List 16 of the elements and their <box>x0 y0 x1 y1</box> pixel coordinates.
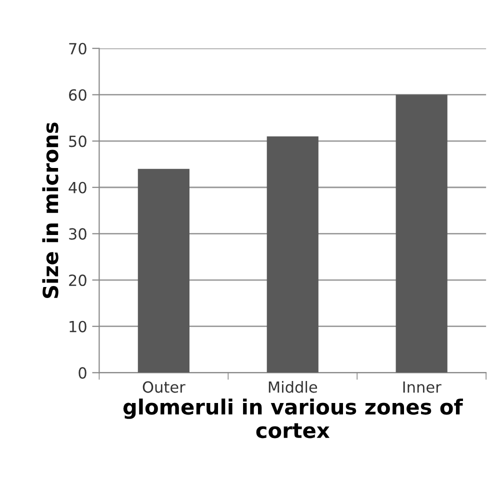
y-tick-label: 30 <box>69 228 86 240</box>
y-axis-title: Size in microns <box>42 122 58 298</box>
y-tick-label: 10 <box>70 320 86 332</box>
y-tick-label: 50 <box>69 136 86 148</box>
y-tick-label: 70 <box>69 42 86 54</box>
bar <box>396 94 448 373</box>
x-tick-label: Outer <box>142 381 186 393</box>
x-tick-label: Inner <box>403 381 442 393</box>
bar <box>138 168 190 373</box>
x-tick-label: Middle <box>268 381 318 393</box>
bar <box>266 136 318 373</box>
x-axis-title: glomeruli in various zones of cortex <box>123 398 463 438</box>
y-tick-label: 60 <box>69 89 86 101</box>
y-tick-label: 0 <box>78 367 86 379</box>
y-tick-label: 20 <box>69 274 86 286</box>
y-tick-label: 40 <box>68 182 86 194</box>
